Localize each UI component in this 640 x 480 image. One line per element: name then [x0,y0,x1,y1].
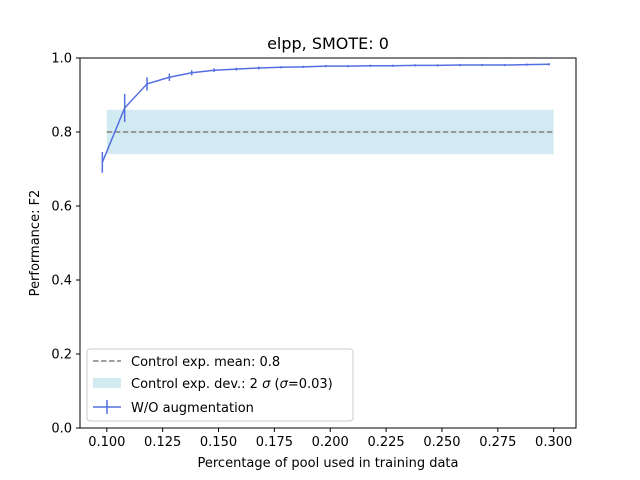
legend-band-swatch [93,378,121,388]
x-tick-label: 0.125 [144,435,181,450]
plot-area-frame [79,57,577,429]
data-point [391,64,394,67]
y-tick-label: 0.6 [51,200,72,215]
data-point [436,64,439,67]
x-tick-label: 0.200 [312,435,349,450]
data-point [548,63,550,66]
legend-band-label-sigma: σ [262,377,271,392]
legend-mean-label: Control exp. mean: 0.8 [131,355,280,370]
x-axis: 0.100 0.125 0.150 0.175 0.200 0.225 0.250 0.275… [88,428,572,450]
data-point [146,83,148,85]
data-point [459,64,461,66]
legend-band-label-sigma2: σ [280,377,289,392]
legend: Control exp. mean: 0.8 Control exp. dev.… [86,348,354,422]
data-point [190,72,193,74]
data-point [481,64,483,66]
y-tick-label: 0.2 [51,348,72,363]
legend-frame [86,348,354,422]
series-layer [101,63,550,173]
data-point [101,161,104,164]
y-tick-label: 0.0 [51,422,72,437]
x-tick-label: 0.225 [367,435,404,450]
data-point [414,64,416,67]
legend-band-label: Control exp. dev.: 2 σ (σ=0.03) [131,377,333,392]
y-tick-label: 0.4 [51,274,72,289]
x-axis-label: Percentage of pool used in training data [198,456,459,471]
data-point [526,63,528,66]
data-point [302,66,305,68]
data-point [257,67,260,69]
data-point [347,65,349,67]
y-axis: 0.0 0.2 0.4 0.6 0.8 1.0 [51,52,80,437]
data-point [168,76,171,79]
legend-band-label-prefix: Control exp. dev.: 2 [131,377,262,392]
data-point [324,65,327,67]
data-point [123,107,126,109]
x-tick-label: 0.175 [256,435,293,450]
x-tick-label: 0.275 [479,435,516,450]
chart-title: elpp, SMOTE: 0 [267,34,389,53]
data-point [369,64,372,67]
data-point [235,68,238,70]
x-tick-label: 0.100 [88,435,125,450]
legend-band-label-mid: ( [270,377,279,392]
data-point [280,66,282,69]
legend-series-label: W/O augmentation [131,401,254,416]
x-tick-label: 0.300 [535,435,572,450]
x-tick-label: 0.150 [200,435,237,450]
data-point [213,69,215,72]
x-tick-label: 0.250 [423,435,460,450]
legend-band-label-suffix: =0.03) [288,377,333,392]
data-point [503,64,506,66]
y-tick-label: 1.0 [51,52,72,67]
y-axis-label: Performance: F2 [28,190,43,297]
y-tick-label: 0.8 [51,126,72,141]
